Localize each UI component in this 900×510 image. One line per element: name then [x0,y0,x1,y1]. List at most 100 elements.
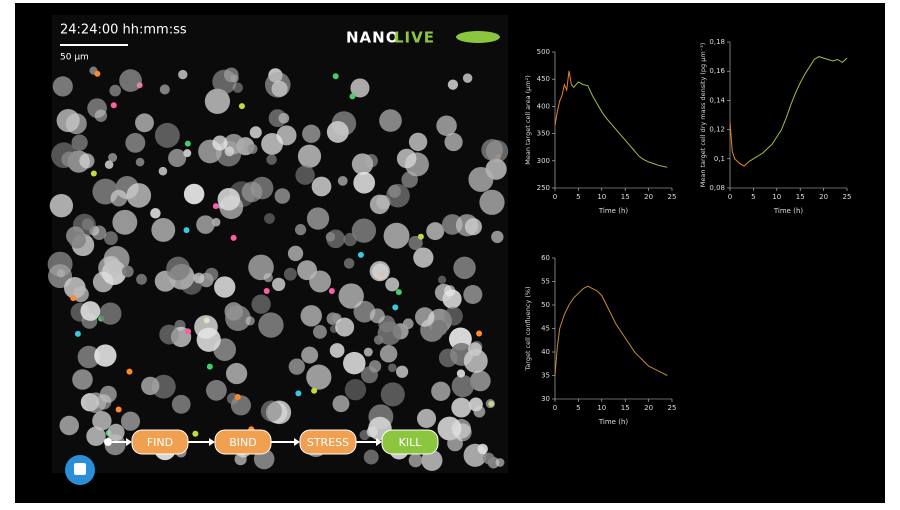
x-tick-label: 5 [576,404,580,412]
cell [335,317,355,337]
cell [415,307,435,327]
cell [306,207,330,230]
labelled-cell [115,406,122,413]
labelled-cell [212,203,219,210]
y-tick-label: 0,1 [714,155,725,163]
chat-icon [74,463,86,475]
x-tick-label: 0 [728,193,732,201]
cell [183,183,205,205]
cell [468,397,483,412]
cell [479,189,505,215]
x-tick-label: 0 [553,193,557,201]
cell [396,148,417,169]
cell [344,378,367,401]
series-line [554,70,572,126]
cell [288,358,305,375]
cell [287,245,304,262]
logo-left: NANO [346,29,399,47]
cell [431,381,451,401]
cell [59,415,79,436]
cell [451,374,475,398]
cell [363,347,373,357]
labelled-cell [185,328,192,335]
cell [438,348,458,368]
labelled-cell [126,368,133,375]
arrow-head [209,438,215,446]
cell [214,276,236,298]
x-tick-label: 25 [668,404,677,412]
cell [271,80,288,97]
cell [261,132,284,155]
cell [388,363,397,373]
cell [306,364,332,390]
cell [178,69,188,80]
cell [416,408,437,429]
labelled-cell [70,295,77,302]
cell [453,423,472,442]
x-tick-label: 5 [576,193,580,201]
y-tick-label: 0,14 [709,96,725,104]
step-label: STRESS [307,436,349,449]
cell [295,165,315,185]
cell [72,369,93,390]
cell [159,324,180,345]
cell [107,423,125,442]
cell [447,79,459,90]
cell [122,265,134,278]
cell [260,400,282,422]
cell [453,256,476,280]
cell [196,215,215,234]
cell [326,229,346,249]
cell [426,222,445,241]
cell [217,188,241,211]
cell [166,256,190,281]
x-tick-label: 20 [644,193,653,201]
labelled-cell [192,430,199,437]
cell [482,452,495,465]
arrow-head [376,438,382,446]
y-tick-label: 300 [537,157,550,165]
cell [379,109,402,132]
y-axis-label: Mean target cell dry mass density (pg µm… [699,43,707,188]
cell [159,84,170,95]
scale-label: 50 µm [60,53,89,63]
cell [264,213,275,224]
cell [249,126,262,139]
cell [469,370,491,392]
cell [444,285,456,297]
x-tick-label: 0 [553,404,557,412]
cell [351,218,377,243]
cell [385,277,400,292]
cell [343,351,366,375]
x-tick-label: 20 [819,193,828,201]
timestamp: 24:24:00 hh:mm:ss [60,23,187,38]
labelled-cell [90,170,97,177]
labelled-cell [94,70,101,77]
cell [274,188,291,204]
labelled-cell [295,390,302,397]
y-tick-label: 0,08 [709,184,725,192]
x-tick-label: 5 [751,193,755,201]
cell [463,284,483,305]
cell [204,88,231,114]
cell [395,365,409,378]
cell [408,453,423,468]
cell [150,207,161,219]
cell [408,235,423,251]
cell [338,283,364,309]
cell [377,321,402,346]
cell [91,225,107,241]
x-tick-label: 25 [668,193,677,201]
cell [326,121,349,143]
cell [212,135,228,151]
cell [104,160,114,169]
cell [337,175,348,186]
labelled-cell [476,330,483,337]
cell [241,181,263,203]
cell [99,302,122,325]
labelled-cell [392,304,399,311]
logo-right: LIVE [394,29,435,47]
labelled-cell [332,73,339,80]
cell [112,209,138,235]
cell [52,76,73,97]
